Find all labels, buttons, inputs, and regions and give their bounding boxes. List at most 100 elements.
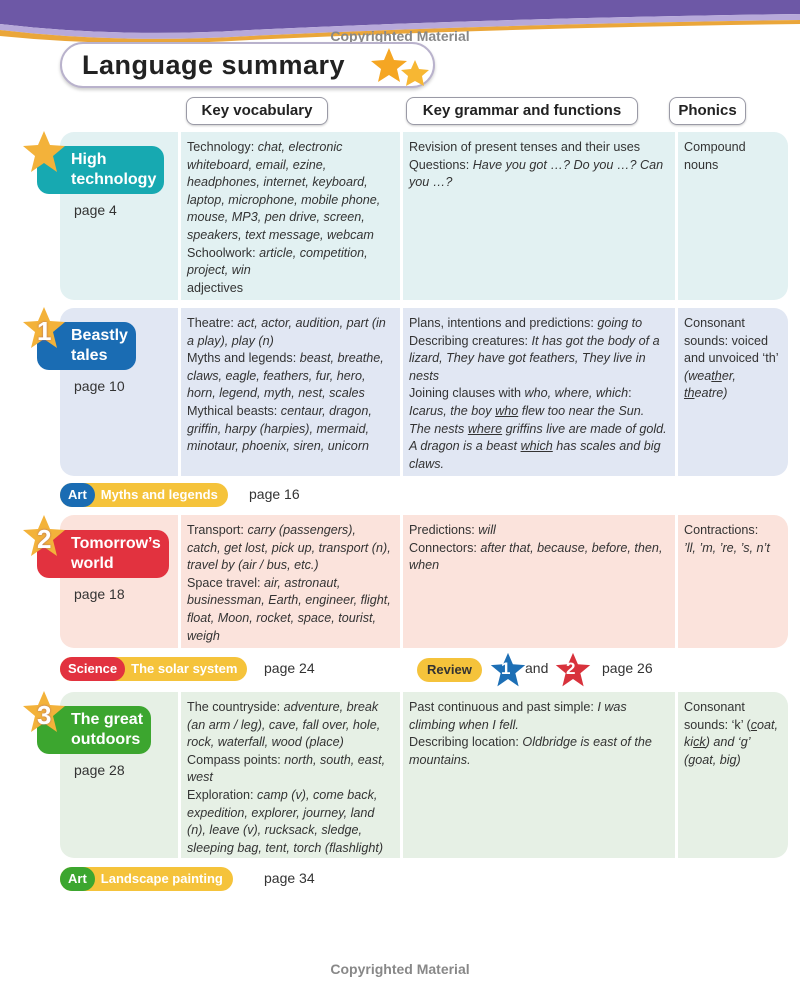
column-divider	[675, 692, 678, 858]
text-segment: ) and ‘g’ (	[684, 735, 750, 767]
text-segment: I was climbing when I fell.	[409, 700, 627, 732]
cross-curricular-badge[interactable]: Science The solar system	[60, 657, 248, 681]
unit-title-line: outdoors	[71, 731, 141, 748]
cell-line: Schoolwork: article, competition, projec…	[187, 245, 393, 280]
review-badge[interactable]: Review	[417, 658, 482, 682]
unit-star-icon	[22, 690, 66, 734]
text-segment: Icarus, the boy	[409, 403, 496, 418]
phonics-cell: Contractions: ’ll, ’m, ’re, ’s, n’t	[678, 515, 788, 648]
column-divider	[178, 308, 181, 476]
unit-title-badge[interactable]: High technology	[37, 146, 165, 194]
review-page[interactable]: page 26	[602, 660, 653, 676]
subject-label: Art	[60, 867, 95, 891]
phonics-cell: Consonant sounds: ‘k’ (coat, kick) and ‘…	[678, 692, 788, 858]
subject-label: Art	[60, 483, 95, 507]
cell-line: Predictions: will	[409, 522, 669, 540]
watermark-top: Copyrighted Material	[330, 28, 470, 44]
unit-number: 2	[37, 524, 52, 554]
text-segment: air, astronaut, businessman, Earth, engi…	[187, 575, 391, 643]
review-and: and	[525, 660, 549, 676]
page-title-pill: Language summary	[60, 42, 435, 88]
cell-line: Connectors: after that, because, before,…	[409, 540, 669, 575]
unit-title-badge[interactable]: Tomorrow’s world	[37, 530, 169, 578]
text-segment: Transport:	[187, 523, 248, 537]
unit-title-line: High	[71, 151, 107, 168]
text-segment: adjectives	[187, 280, 244, 295]
cell-line: Plans, intentions and predictions: going…	[409, 315, 669, 333]
unit-title-line: world	[71, 555, 114, 572]
cell-line: Revision of present tenses and their use…	[409, 139, 669, 157]
cell-line: Compound nouns	[684, 139, 782, 174]
text-segment: ck	[693, 735, 706, 750]
text-segment: act, actor, audition, part (in a play), …	[187, 316, 386, 348]
text-segment: Exploration:	[187, 787, 258, 802]
unit-row: Theatre: act, actor, audition, part (in …	[60, 308, 788, 476]
text-segment: article, competition, project, win	[187, 245, 368, 278]
cell-line: ’ll, ’m, ’re, ’s, n’t	[684, 540, 782, 558]
unit-title-badge[interactable]: Beastly tales	[37, 322, 136, 370]
text-segment: It has got the body of a lizard, They ha…	[409, 333, 660, 383]
cell-line: Technology: chat, electronic whiteboard,…	[187, 139, 393, 245]
cell-line: (weather, theatre)	[684, 368, 782, 403]
cell-line: Exploration: camp (v), come back, expedi…	[187, 787, 393, 857]
cross-curricular-page[interactable]: page 16	[249, 486, 300, 502]
text-segment: adventure, break (an arm / leg), cave, f…	[187, 700, 381, 750]
vocabulary-cell: Theatre: act, actor, audition, part (in …	[181, 308, 399, 476]
text-segment: centaur, dragon, griffin, harpy (harpies…	[187, 403, 372, 454]
phonics-cell: Compound nouns	[678, 132, 788, 300]
column-header-vocabulary: Key vocabulary	[186, 97, 328, 125]
text-segment: Plans, intentions and predictions:	[409, 316, 598, 330]
text-segment: Revision of present tenses and their use…	[409, 140, 641, 154]
column-divider	[675, 132, 678, 300]
cross-curricular-badge[interactable]: Art Landscape painting	[60, 867, 233, 891]
cross-curricular-page[interactable]: page 24	[264, 660, 315, 676]
cross-curricular-badge[interactable]: Art Myths and legends	[60, 483, 228, 507]
unit-page-link[interactable]: page 10	[74, 378, 125, 394]
text-segment: Have you got …? Do you …? Can you …?	[409, 157, 664, 190]
text-segment: The nests	[409, 421, 468, 436]
unit-page-link[interactable]: page 28	[74, 762, 125, 778]
cell-line: Questions: Have you got …? Do you …? Can…	[409, 157, 669, 192]
cross-curricular-page[interactable]: page 34	[264, 870, 315, 886]
stars-icon	[371, 48, 429, 86]
column-header-phonics: Phonics	[669, 97, 746, 125]
text-segment: Describing location:	[409, 735, 523, 750]
text-segment: Predictions:	[409, 523, 479, 537]
text-segment: er,	[721, 368, 736, 383]
unit-row: Transport: carry (passengers), catch, ge…	[60, 515, 788, 648]
unit-page-link[interactable]: page 18	[74, 586, 125, 602]
text-segment: Oldbridge is east of the mountains.	[409, 735, 652, 767]
cell-line: Icarus, the boy who flew too near the Su…	[409, 403, 669, 421]
text-segment: camp (v), come back, expedition, explore…	[187, 787, 384, 855]
text-segment: The countryside:	[187, 700, 284, 714]
text-segment: going to	[597, 316, 643, 330]
grammar-cell: Plans, intentions and predictions: going…	[403, 308, 675, 476]
text-segment: after that, because, before, then, when	[409, 540, 663, 573]
text-segment: who	[495, 403, 519, 418]
column-divider	[178, 692, 181, 858]
unit-page-link[interactable]: page 4	[74, 202, 117, 218]
page-title: Language summary	[82, 50, 346, 80]
text-segment: g	[729, 752, 737, 767]
cell-line: Describing creatures: It has got the bod…	[409, 333, 669, 386]
unit-star-icon	[22, 306, 66, 350]
text-segment: c	[750, 717, 758, 732]
text-segment: flew too near the Sun.	[518, 403, 645, 418]
grammar-cell: Predictions: will Connectors: after that,…	[403, 515, 675, 648]
column-divider	[675, 515, 678, 648]
text-segment: Theatre:	[187, 316, 238, 330]
unit-title-line: tales	[71, 347, 108, 364]
cell-line: Contractions:	[684, 522, 782, 540]
vocabulary-cell: The countryside: adventure, break (an ar…	[181, 692, 399, 858]
text-segment: Joining clauses with	[409, 386, 525, 401]
column-divider	[400, 515, 403, 648]
text-segment: which	[520, 439, 553, 454]
text-segment: beast, breathe, claws, eagle, feathers, …	[187, 351, 384, 401]
unit-number: 3	[37, 700, 52, 730]
topic-label: Landscape painting	[100, 871, 223, 886]
text-segment: Describing creatures:	[409, 333, 532, 348]
text-segment: north, south, east, west	[187, 752, 386, 785]
text-segment: A dragon is a beast	[409, 439, 521, 454]
text-segment: Compound nouns	[684, 140, 746, 172]
column-divider	[178, 515, 181, 648]
